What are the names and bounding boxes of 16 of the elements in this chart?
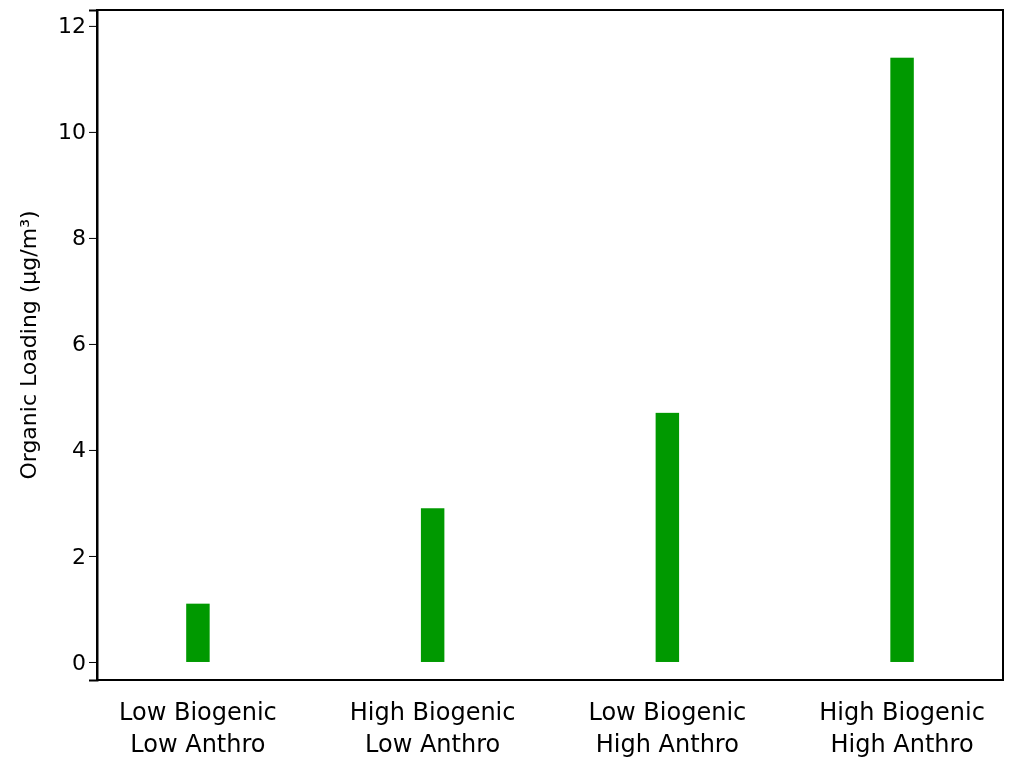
bar — [420, 508, 445, 662]
x-tick-label: Low Biogenic Low Anthro — [119, 698, 277, 758]
x-tick-label: Low Biogenic High Anthro — [588, 698, 747, 758]
bar — [186, 603, 210, 662]
y-tick-label: 8 — [72, 225, 86, 251]
x-tick-label: High Biogenic High Anthro — [819, 698, 985, 758]
y-tick-label: 0 — [72, 649, 86, 675]
x-tick-label: High Biogenic Low Anthro — [349, 698, 516, 758]
y-tick-label: 12 — [58, 13, 86, 39]
y-tick-label: 2 — [72, 543, 86, 569]
y-tick-label: 4 — [72, 437, 86, 463]
y-tick-label: 10 — [58, 119, 86, 145]
y-axis-title: Organic Loading (µg/m³) — [16, 210, 41, 480]
bar — [655, 412, 680, 662]
y-tick-label: 6 — [72, 331, 86, 357]
bar — [890, 57, 914, 662]
